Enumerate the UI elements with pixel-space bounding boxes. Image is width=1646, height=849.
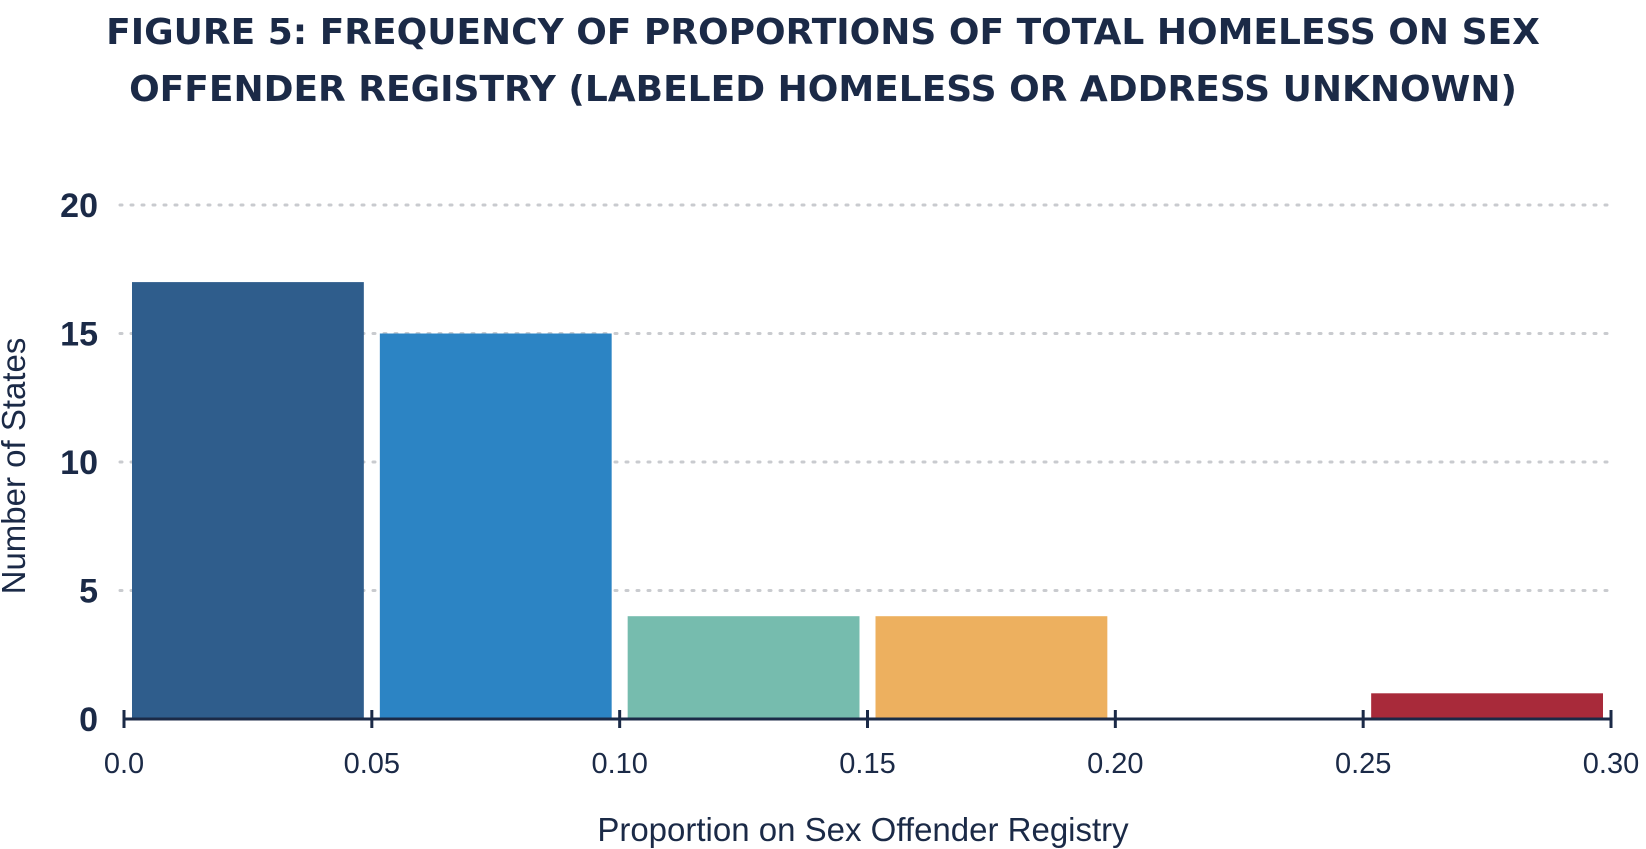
x-tick-label-4: 0.20: [1087, 748, 1143, 780]
bar-0: [132, 282, 364, 719]
x-axis-title: Proportion on Sex Offender Registry: [597, 811, 1129, 848]
x-tick-label-5: 0.25: [1335, 748, 1391, 780]
x-tick-label-6: 0.30: [1583, 748, 1639, 780]
bars: [132, 282, 1603, 719]
y-tick-label-3: 15: [60, 316, 98, 354]
axes: [122, 710, 1613, 728]
y-tick-label-1: 5: [79, 573, 98, 611]
grid-lines: [118, 203, 1613, 592]
bar-5: [1371, 693, 1603, 719]
x-tick-label-1: 0.05: [344, 748, 400, 780]
chart-title: FIGURE 5: FREQUENCY OF PROPORTIONS OF TO…: [106, 12, 1540, 110]
bar-1: [379, 333, 612, 719]
y-tick-label-0: 0: [79, 701, 98, 739]
y-axis-title: Number of States: [0, 338, 32, 595]
bar-2: [627, 616, 860, 719]
x-tick-label-3: 0.15: [839, 748, 895, 780]
x-tick-label-2: 0.10: [591, 748, 647, 780]
y-tick-label-4: 20: [60, 187, 98, 225]
bar-3: [875, 616, 1108, 719]
y-tick-label-2: 10: [60, 444, 98, 482]
x-tick-label-0: 0.0: [104, 748, 144, 780]
tick-labels: 0.0 0.05 0.10 0.15 0.20 0.25 0.30 0 5 10 15 20: [60, 187, 1639, 780]
